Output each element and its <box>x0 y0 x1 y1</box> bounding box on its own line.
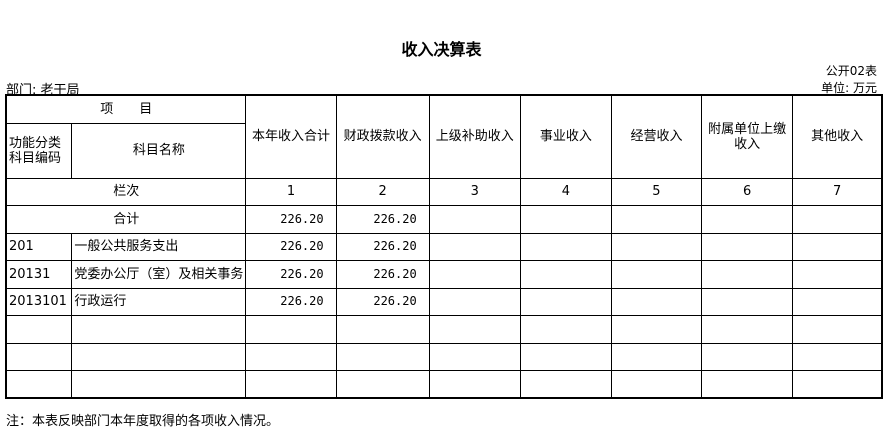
income-table: 项 目 本年收入合计 财政拨款收入 上级补助收入 事业收入 经营收入 附属单位上… <box>5 94 883 399</box>
cell <box>610 287 703 316</box>
subject-code <box>5 342 73 371</box>
cell <box>792 287 883 316</box>
table-row <box>5 370 883 399</box>
subject-name <box>71 370 247 399</box>
subject-code: 20131 <box>5 260 73 289</box>
row-index: 3 <box>428 177 521 206</box>
cell <box>610 205 703 234</box>
header-col: 附属单位上缴收入 <box>700 94 794 179</box>
cell: 226.20 <box>335 232 430 261</box>
cell <box>792 232 883 261</box>
cell <box>335 342 430 371</box>
cell <box>428 370 521 399</box>
cell <box>519 370 612 399</box>
cell <box>519 205 612 234</box>
row-index: 4 <box>519 177 612 206</box>
row-index: 5 <box>610 177 703 206</box>
table-row: 201 一般公共服务支出 226.20 226.20 <box>5 232 883 261</box>
cell <box>610 370 703 399</box>
header-code: 功能分类科目编码 <box>5 122 73 179</box>
cell <box>700 342 794 371</box>
cell <box>245 315 337 344</box>
cell <box>519 342 612 371</box>
cell: 226.20 <box>335 205 430 234</box>
cell <box>700 260 794 289</box>
header-name: 科目名称 <box>71 122 247 179</box>
header-col: 财政拨款收入 <box>335 94 430 179</box>
cell <box>335 370 430 399</box>
cell <box>700 315 794 344</box>
cell <box>428 232 521 261</box>
cell <box>428 287 521 316</box>
cell: 226.20 <box>335 287 430 316</box>
cell <box>700 205 794 234</box>
cell: 226.20 <box>245 205 337 234</box>
cell: 226.20 <box>245 260 337 289</box>
cell <box>700 232 794 261</box>
footnote: 注：本表反映部门本年度取得的各项收入情况。 <box>6 414 280 429</box>
header-col: 经营收入 <box>610 94 703 179</box>
subject-code <box>5 315 73 344</box>
cell <box>428 315 521 344</box>
row-index: 7 <box>792 177 883 206</box>
header-col: 其他收入 <box>792 94 883 179</box>
table-row <box>5 342 883 371</box>
cell: 226.20 <box>245 287 337 316</box>
cell <box>792 370 883 399</box>
total-row: 合计 226.20 226.20 <box>5 205 883 234</box>
subject-name: 行政运行 <box>71 287 247 316</box>
row-index: 1 <box>245 177 337 206</box>
total-label: 合计 <box>5 205 247 234</box>
table-row: 2013101 行政运行 226.20 226.20 <box>5 287 883 316</box>
cell <box>792 205 883 234</box>
header-col: 事业收入 <box>519 94 612 179</box>
unit-label: 单位: 万元 <box>821 81 877 95</box>
cell <box>792 315 883 344</box>
cell <box>610 260 703 289</box>
subject-code <box>5 370 73 399</box>
cell <box>700 287 794 316</box>
cell <box>428 260 521 289</box>
cell <box>610 342 703 371</box>
cell <box>245 342 337 371</box>
cell <box>610 315 703 344</box>
cell <box>428 205 521 234</box>
subject-name: 党委办公厅（室）及相关事务 <box>71 260 247 289</box>
header-col: 上级补助收入 <box>428 94 521 179</box>
cell <box>610 232 703 261</box>
subject-code: 2013101 <box>5 287 73 316</box>
cell <box>519 287 612 316</box>
cell: 226.20 <box>335 260 430 289</box>
cell <box>792 342 883 371</box>
header-item: 项 目 <box>5 94 247 124</box>
page-title: 收入决算表 <box>401 40 482 59</box>
cell <box>335 315 430 344</box>
cell <box>245 370 337 399</box>
cell <box>792 260 883 289</box>
row-index-label: 栏次 <box>5 177 247 206</box>
cell <box>519 232 612 261</box>
cell <box>519 260 612 289</box>
header-col: 本年收入合计 <box>245 94 337 179</box>
form-number: 公开02表 <box>825 64 877 78</box>
subject-name <box>71 342 247 371</box>
cell <box>428 342 521 371</box>
table-row <box>5 315 883 344</box>
table-row: 20131 党委办公厅（室）及相关事务 226.20 226.20 <box>5 260 883 289</box>
row-index: 2 <box>335 177 430 206</box>
subject-code: 201 <box>5 232 73 261</box>
cell: 226.20 <box>245 232 337 261</box>
cell <box>700 370 794 399</box>
row-index: 6 <box>700 177 794 206</box>
subject-name <box>71 315 247 344</box>
subject-name: 一般公共服务支出 <box>71 232 247 261</box>
cell <box>519 315 612 344</box>
